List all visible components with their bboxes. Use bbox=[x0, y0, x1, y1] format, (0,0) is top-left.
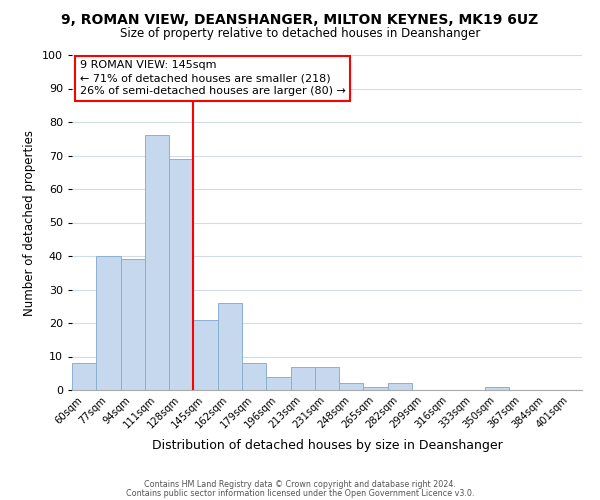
Bar bbox=[266, 376, 290, 390]
Bar bbox=[485, 386, 509, 390]
Text: Contains public sector information licensed under the Open Government Licence v3: Contains public sector information licen… bbox=[126, 488, 474, 498]
Bar bbox=[96, 256, 121, 390]
Bar bbox=[290, 366, 315, 390]
Bar bbox=[121, 260, 145, 390]
Bar bbox=[364, 386, 388, 390]
Bar bbox=[72, 363, 96, 390]
Bar bbox=[145, 136, 169, 390]
Bar bbox=[218, 303, 242, 390]
Bar bbox=[169, 159, 193, 390]
Text: 9 ROMAN VIEW: 145sqm
← 71% of detached houses are smaller (218)
26% of semi-deta: 9 ROMAN VIEW: 145sqm ← 71% of detached h… bbox=[80, 60, 346, 96]
Bar bbox=[193, 320, 218, 390]
Bar bbox=[339, 384, 364, 390]
Bar bbox=[388, 384, 412, 390]
Text: 9, ROMAN VIEW, DEANSHANGER, MILTON KEYNES, MK19 6UZ: 9, ROMAN VIEW, DEANSHANGER, MILTON KEYNE… bbox=[61, 12, 539, 26]
Y-axis label: Number of detached properties: Number of detached properties bbox=[23, 130, 37, 316]
Text: Contains HM Land Registry data © Crown copyright and database right 2024.: Contains HM Land Registry data © Crown c… bbox=[144, 480, 456, 489]
X-axis label: Distribution of detached houses by size in Deanshanger: Distribution of detached houses by size … bbox=[152, 439, 502, 452]
Text: Size of property relative to detached houses in Deanshanger: Size of property relative to detached ho… bbox=[120, 28, 480, 40]
Bar bbox=[242, 363, 266, 390]
Bar bbox=[315, 366, 339, 390]
